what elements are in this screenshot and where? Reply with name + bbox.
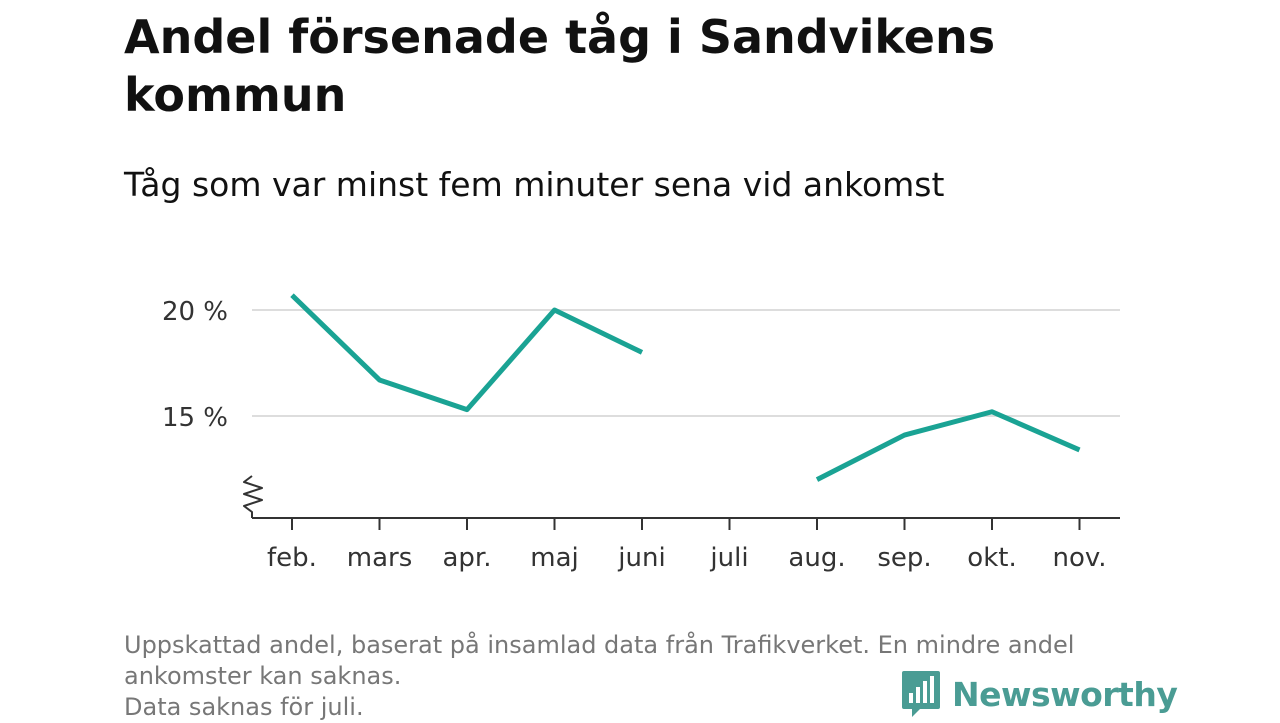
series-line-segment bbox=[815, 409, 1081, 482]
chart-subtitle: Tåg som var minst fem minuter sena vid a… bbox=[124, 165, 945, 204]
y-axis: 15 % 20 % bbox=[162, 297, 263, 518]
axis-break-marker bbox=[243, 475, 263, 518]
gridlines bbox=[252, 309, 1120, 417]
x-axis bbox=[252, 517, 1120, 530]
x-tick-label: aug. bbox=[788, 543, 845, 573]
chart-footnote: Uppskattad andel, baserat på insamlad da… bbox=[124, 630, 1154, 723]
line-chart: 15 % 20 % feb. mars apr. maj juni juli aug. sep.… bbox=[162, 293, 1120, 573]
y-tick-label: 15 % bbox=[162, 403, 228, 433]
x-tick-label: mars bbox=[347, 543, 413, 573]
x-tick-label: maj bbox=[530, 543, 578, 573]
x-tick-label: okt. bbox=[967, 543, 1016, 573]
series bbox=[290, 293, 1081, 482]
x-tick-label: apr. bbox=[442, 543, 491, 573]
x-tick-label: sep. bbox=[877, 543, 931, 573]
y-tick-label: 20 % bbox=[162, 297, 228, 327]
series-line-segment bbox=[290, 293, 644, 413]
x-tick-labels: feb. mars apr. maj juni juli aug. sep. okt. nov. bbox=[267, 543, 1106, 573]
footnote-line-1: Uppskattad andel, baserat på insamlad da… bbox=[124, 631, 1075, 659]
x-tick-label: juli bbox=[709, 543, 748, 573]
x-tick-label: nov. bbox=[1052, 543, 1106, 573]
x-tick-label: feb. bbox=[267, 543, 317, 573]
footnote-line-2: ankomster kan saknas. bbox=[124, 662, 402, 690]
bar-chart-speech-bubble-icon bbox=[902, 671, 940, 717]
chart-title: Andel försenade tåg i Sandvikens kommun bbox=[124, 10, 996, 122]
newsworthy-logo: Newsworthy bbox=[900, 668, 1178, 720]
logo-text: Newsworthy bbox=[952, 674, 1178, 714]
footnote-line-3: Data saknas för juli. bbox=[124, 693, 364, 721]
x-tick-label: juni bbox=[617, 543, 665, 573]
